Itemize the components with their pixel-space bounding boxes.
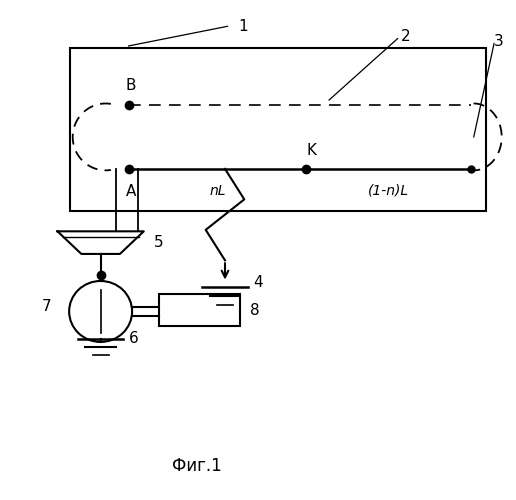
Text: 4: 4 [253,275,263,290]
Bar [159,294,240,326]
Text: Фиг.1: Фиг.1 [172,458,222,475]
Text: nL: nL [209,184,225,198]
Text: 2: 2 [400,28,410,44]
Text: 8: 8 [250,302,260,318]
Bar [70,48,487,210]
Text: 6: 6 [128,331,138,346]
Text: A: A [126,184,136,198]
Text: 1: 1 [238,19,248,34]
Text: 5: 5 [154,235,164,250]
Text: (1-n)L: (1-n)L [368,184,409,198]
Text: 3: 3 [494,34,504,48]
Text: B: B [126,78,136,92]
Text: K: K [307,143,316,158]
Text: 7: 7 [41,299,51,314]
